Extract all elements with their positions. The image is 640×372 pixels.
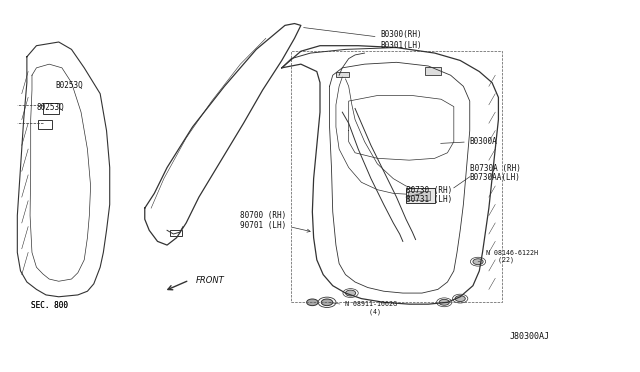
Bar xyxy=(406,188,435,203)
Text: N 08911-1062G
      (4): N 08911-1062G (4) xyxy=(330,301,397,315)
Text: B0730AA(LH): B0730AA(LH) xyxy=(470,173,520,182)
Text: B0300(RH)
B0301(LH): B0300(RH) B0301(LH) xyxy=(303,28,422,49)
Text: B0300A: B0300A xyxy=(441,137,497,145)
Circle shape xyxy=(439,299,449,305)
Bar xyxy=(43,103,59,114)
Text: SEC. 800: SEC. 800 xyxy=(31,301,68,311)
Text: 80730 (RH): 80730 (RH) xyxy=(406,186,452,195)
Text: B0253Q: B0253Q xyxy=(56,81,83,90)
Bar xyxy=(408,191,430,200)
Bar xyxy=(291,51,502,302)
Bar xyxy=(425,67,441,75)
Bar xyxy=(38,119,52,129)
Bar xyxy=(336,71,349,77)
Text: SEC. 800: SEC. 800 xyxy=(31,301,68,311)
Text: J80300AJ: J80300AJ xyxy=(509,332,549,341)
Circle shape xyxy=(321,299,333,306)
Text: N 08146-6122H
   (22): N 08146-6122H (22) xyxy=(478,250,538,263)
Circle shape xyxy=(307,299,318,306)
Text: B0730A (RH): B0730A (RH) xyxy=(470,164,520,173)
Text: 80253Q: 80253Q xyxy=(36,103,64,112)
Text: FRONT: FRONT xyxy=(196,276,225,285)
Text: 80700 (RH)
90701 (LH): 80700 (RH) 90701 (LH) xyxy=(241,211,310,232)
Circle shape xyxy=(346,290,356,296)
Text: 80731 (LH): 80731 (LH) xyxy=(406,195,452,205)
Bar xyxy=(170,230,182,236)
Circle shape xyxy=(455,296,465,302)
Circle shape xyxy=(473,259,483,264)
